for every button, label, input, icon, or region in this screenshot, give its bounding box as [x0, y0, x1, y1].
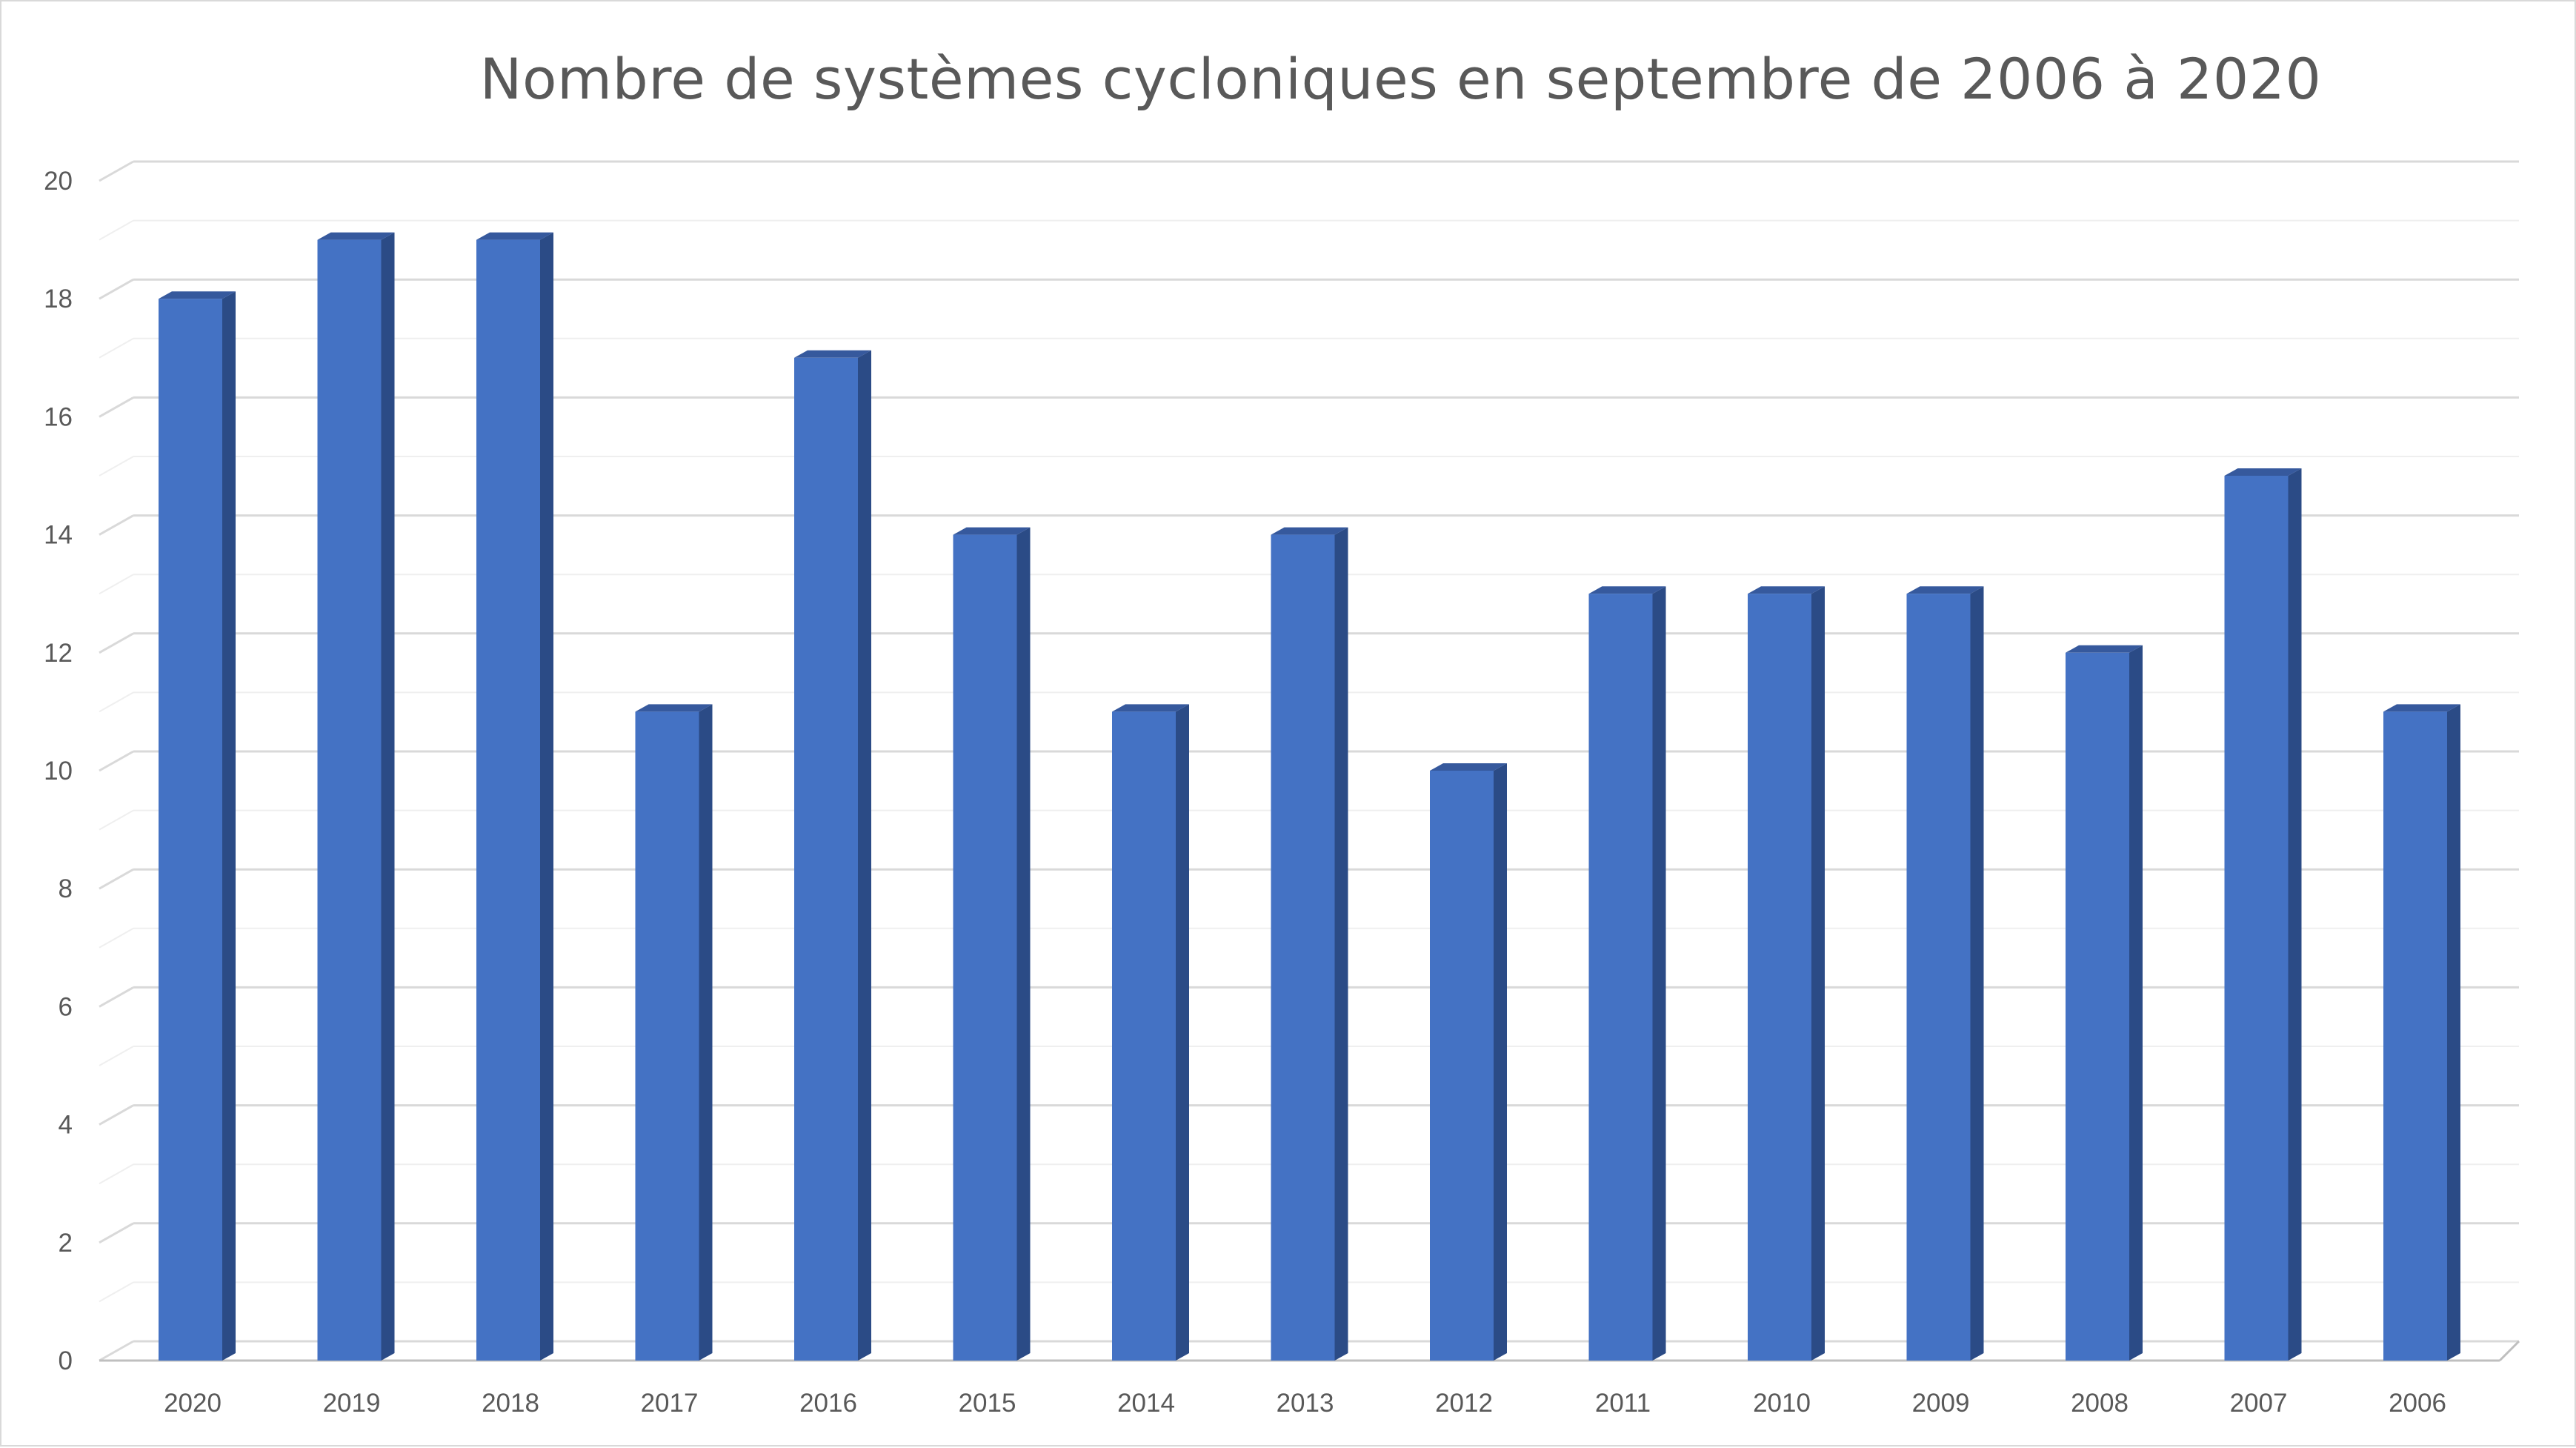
y-tick-label: 12: [44, 639, 73, 668]
minor-gridline-side: [99, 219, 134, 241]
y-tick-label: 0: [59, 1346, 73, 1375]
major-gridline-side: [99, 1104, 134, 1126]
x-tick-label: 2006: [2389, 1389, 2446, 1418]
x-tick-label: 2010: [1753, 1389, 1811, 1418]
bar: [1748, 594, 1811, 1361]
bar-top: [635, 704, 713, 712]
y-tick-label: 16: [44, 402, 73, 431]
bar-side: [1811, 586, 1825, 1361]
y-tick-label: 6: [59, 992, 73, 1021]
y-tick-label: 4: [59, 1111, 73, 1140]
chart-title: Nombre de systèmes cycloniques en septem…: [479, 46, 2322, 112]
bar-top: [953, 527, 1031, 535]
bar-top: [1906, 586, 1984, 594]
minor-gridline-side: [99, 809, 134, 831]
minor-gridline-side: [99, 1281, 134, 1303]
bar-side: [2288, 468, 2302, 1361]
y-tick-label: 14: [44, 521, 73, 550]
x-tick-label: 2007: [2230, 1389, 2288, 1418]
x-tick-label: 2012: [1435, 1389, 1493, 1418]
bar-top: [317, 232, 395, 240]
bar-top: [2066, 645, 2143, 653]
bar-side: [1016, 527, 1031, 1361]
bar: [1271, 534, 1335, 1361]
bar: [2224, 476, 2289, 1361]
bar: [953, 534, 1017, 1361]
y-tick-label: 2: [59, 1229, 73, 1258]
x-tick-label: 2018: [482, 1389, 539, 1418]
major-gridline-side: [99, 986, 134, 1008]
y-tick-label: 18: [44, 285, 73, 313]
bar-top: [1430, 763, 1507, 771]
y-tick-label: 8: [59, 874, 73, 903]
minor-gridline-side: [99, 691, 134, 713]
x-tick-label: 2017: [641, 1389, 699, 1418]
bar-top: [2224, 468, 2302, 476]
bar: [317, 239, 382, 1361]
bar: [159, 299, 222, 1361]
bar: [2066, 652, 2129, 1361]
bar-top: [1271, 527, 1348, 535]
bar-side: [1334, 527, 1348, 1361]
x-tick-label: 2015: [959, 1389, 1016, 1418]
bar-top: [1112, 704, 1189, 712]
bar-top: [1588, 586, 1666, 594]
minor-gridline-side: [99, 337, 134, 359]
bar-side: [1494, 763, 1507, 1361]
bar-top: [2383, 704, 2460, 712]
major-gridline-side: [99, 160, 134, 182]
x-tick-label: 2009: [1912, 1389, 1970, 1418]
bar-top: [1748, 586, 1825, 594]
x-tick-label: 2011: [1595, 1389, 1651, 1418]
bar: [476, 239, 540, 1361]
bar: [635, 711, 699, 1361]
bars: [159, 232, 2460, 1361]
bar-side: [1176, 704, 1189, 1361]
bar-side: [540, 232, 553, 1361]
major-gridline-side: [99, 396, 134, 418]
x-tick-label: 2020: [164, 1389, 222, 1418]
major-gridline-side: [99, 750, 134, 772]
bar: [1430, 771, 1494, 1361]
major-gridline-side: [99, 514, 134, 536]
bar: [794, 357, 858, 1361]
x-tick-label: 2016: [799, 1389, 857, 1418]
major-gridline-side: [99, 632, 134, 654]
major-gridline-side: [99, 278, 134, 300]
bar: [1588, 594, 1653, 1361]
x-tick-label: 2008: [2071, 1389, 2129, 1418]
x-tick-label: 2014: [1117, 1389, 1175, 1418]
y-tick-label: 20: [44, 167, 73, 196]
major-gridline-side: [99, 868, 134, 890]
y-tick-label: 10: [44, 757, 73, 786]
bar-side: [1652, 586, 1666, 1361]
minor-gridline-side: [99, 1163, 134, 1185]
major-gridline-side: [99, 1340, 134, 1362]
bar-top: [794, 350, 871, 358]
x-tick-label: 2013: [1277, 1389, 1334, 1418]
bar: [1112, 711, 1176, 1361]
bar-side: [222, 291, 236, 1361]
minor-gridline-side: [99, 1046, 134, 1066]
minor-gridline-side: [99, 574, 134, 595]
minor-gridline-side: [99, 927, 134, 949]
bar-side: [1970, 586, 1984, 1361]
bar-top: [159, 291, 236, 299]
x-axis-depth-line: [2498, 1340, 2520, 1362]
bar-side: [699, 704, 713, 1361]
x-tick-label: 2019: [323, 1389, 381, 1418]
bar-top: [476, 232, 553, 240]
bar-side: [858, 350, 871, 1361]
major-gridline-side: [99, 1222, 134, 1244]
bar: [2383, 711, 2447, 1361]
bar-side: [2129, 645, 2143, 1361]
bar: [1906, 594, 1971, 1361]
minor-gridline-side: [99, 456, 134, 476]
bar-side: [2447, 704, 2460, 1361]
bar-side: [381, 232, 395, 1361]
